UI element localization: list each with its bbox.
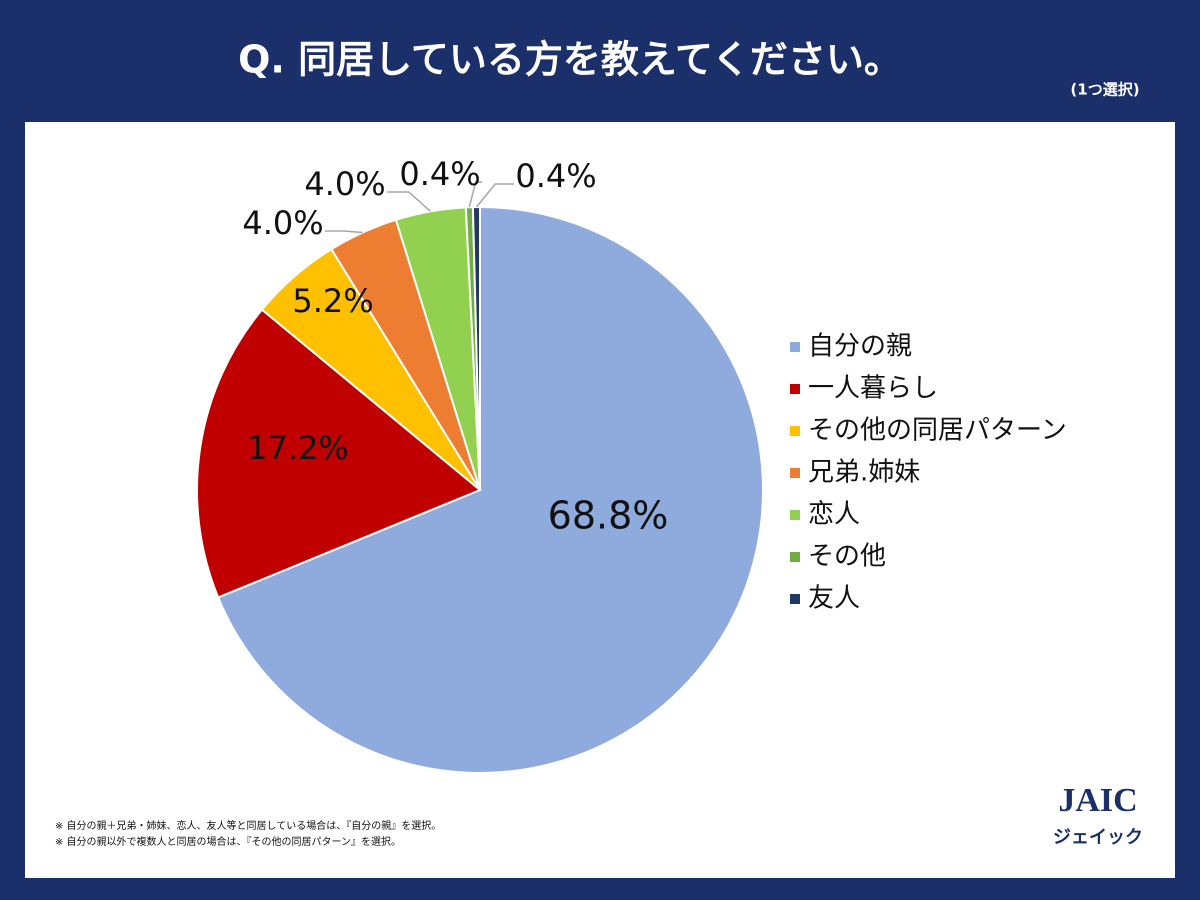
pie-slice [216, 205, 764, 774]
note: ※ 自分の親＋兄弟・姉妹、恋人、友人等と同居している場合は、『自分の親』を選択。 [55, 819, 441, 832]
legend-swatch [790, 426, 800, 436]
logo-subtext: ジェイック [1053, 827, 1143, 848]
data-label: 5.2% [292, 282, 373, 320]
data-label: 4.0% [304, 165, 385, 203]
leader-line [325, 230, 363, 234]
chart-title: Q. 同居している方を教えてください。 [238, 38, 902, 82]
legend-swatch [790, 510, 800, 520]
legend-swatch [790, 594, 800, 604]
legend-label: その他 [808, 542, 886, 572]
legend-swatch [790, 342, 800, 352]
legend-label: 自分の親 [808, 332, 912, 362]
legend-label: 恋人 [808, 500, 860, 530]
legend-label: 友人 [808, 584, 860, 614]
leader-line [387, 191, 431, 212]
data-label: 0.4% [515, 157, 596, 195]
note: ※ 自分の親以外で複数人と同居の場合は、『その他の同居パターン』を選択。 [55, 835, 401, 848]
legend-swatch [790, 552, 800, 562]
leader-line [468, 181, 482, 208]
data-label: 4.0% [242, 204, 323, 242]
logo-text: JAIC [1058, 782, 1137, 819]
legend-label: 兄弟.姉妹 [808, 458, 920, 488]
legend-swatch [790, 468, 800, 478]
data-label: 17.2% [247, 429, 349, 467]
leader-line [475, 183, 514, 208]
chart-subtitle: (1つ選択) [1070, 81, 1139, 99]
data-label: 68.8% [548, 494, 669, 538]
legend-label: 一人暮らし [808, 374, 938, 404]
data-label: 0.4% [399, 155, 480, 193]
legend-label: その他の同居パターン [808, 416, 1067, 446]
pie-slice [196, 308, 482, 599]
legend-swatch [790, 384, 800, 394]
